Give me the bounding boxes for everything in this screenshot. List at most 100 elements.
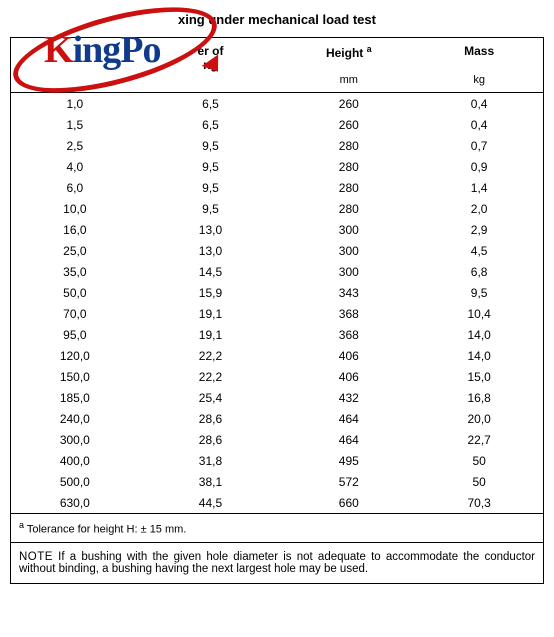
table-cell: 240,0 bbox=[11, 408, 139, 429]
table-cell: 95,0 bbox=[11, 324, 139, 345]
table-cell: 28,6 bbox=[139, 408, 283, 429]
table-cell: 6,5 bbox=[139, 114, 283, 135]
table-cell: 15,9 bbox=[139, 282, 283, 303]
table-cell: 13,0 bbox=[139, 240, 283, 261]
table-cell: 16,8 bbox=[415, 387, 543, 408]
table-cell: 0,9 bbox=[415, 156, 543, 177]
table-cell: 38,1 bbox=[139, 471, 283, 492]
table-cell: 35,0 bbox=[11, 261, 139, 282]
table-cell: 4,5 bbox=[415, 240, 543, 261]
table-cell: 300 bbox=[282, 219, 415, 240]
table-cell: 9,5 bbox=[139, 156, 283, 177]
logo-text: KingPo bbox=[44, 28, 160, 72]
table-cell: 432 bbox=[282, 387, 415, 408]
table-cell: 300,0 bbox=[11, 429, 139, 450]
table-cell: 300 bbox=[282, 261, 415, 282]
data-table-container: er of ng Height a Mass mm kg 1,06,52600,… bbox=[10, 37, 544, 584]
table-row: 185,025,443216,8 bbox=[11, 387, 543, 408]
table-cell: 6,5 bbox=[139, 93, 283, 115]
table-cell: 22,7 bbox=[415, 429, 543, 450]
table-cell: 406 bbox=[282, 366, 415, 387]
table-cell: 50,0 bbox=[11, 282, 139, 303]
table-cell: 120,0 bbox=[11, 345, 139, 366]
table-cell: 1,0 bbox=[11, 93, 139, 115]
logo-arrow-icon bbox=[202, 55, 226, 78]
table-cell: 495 bbox=[282, 450, 415, 471]
table-cell: 15,0 bbox=[415, 366, 543, 387]
table-row: 2,59,52800,7 bbox=[11, 135, 543, 156]
table-cell: 500,0 bbox=[11, 471, 139, 492]
table-row: 4,09,52800,9 bbox=[11, 156, 543, 177]
table-cell: 13,0 bbox=[139, 219, 283, 240]
col-header-3: Height a bbox=[282, 38, 415, 74]
table-cell: 464 bbox=[282, 429, 415, 450]
table-row: 150,022,240615,0 bbox=[11, 366, 543, 387]
table-row: 50,015,93439,5 bbox=[11, 282, 543, 303]
table-cell: 22,2 bbox=[139, 366, 283, 387]
table-cell: 9,5 bbox=[139, 198, 283, 219]
table-cell: 31,8 bbox=[139, 450, 283, 471]
table-cell: 300 bbox=[282, 240, 415, 261]
table-row: 25,013,03004,5 bbox=[11, 240, 543, 261]
table-cell: 280 bbox=[282, 198, 415, 219]
table-cell: 630,0 bbox=[11, 492, 139, 513]
note-text: If a bushing with the given hole diamete… bbox=[19, 551, 535, 575]
table-cell: 9,5 bbox=[415, 282, 543, 303]
logo-letter-k: K bbox=[44, 29, 73, 71]
table-cell: 2,9 bbox=[415, 219, 543, 240]
table-cell: 660 bbox=[282, 492, 415, 513]
table-row: 10,09,52802,0 bbox=[11, 198, 543, 219]
footnote: a Tolerance for height H: ± 15 mm. bbox=[11, 513, 543, 542]
table-row: 300,028,646422,7 bbox=[11, 429, 543, 450]
table-cell: 14,0 bbox=[415, 324, 543, 345]
table-cell: 19,1 bbox=[139, 324, 283, 345]
table-cell: 1,4 bbox=[415, 177, 543, 198]
table-row: 1,06,52600,4 bbox=[11, 93, 543, 115]
col-header-4: Mass bbox=[415, 38, 543, 74]
table-cell: 9,5 bbox=[139, 135, 283, 156]
table-cell: 280 bbox=[282, 156, 415, 177]
table-cell: 16,0 bbox=[11, 219, 139, 240]
table-row: 120,022,240614,0 bbox=[11, 345, 543, 366]
footnote-text: Tolerance for height H: ± 15 mm. bbox=[24, 524, 186, 536]
unit-4: kg bbox=[415, 74, 543, 93]
table-cell: 4,0 bbox=[11, 156, 139, 177]
table-row: 70,019,136810,4 bbox=[11, 303, 543, 324]
table-row: 240,028,646420,0 bbox=[11, 408, 543, 429]
table-cell: 10,4 bbox=[415, 303, 543, 324]
logo-letters-rest: ingPo bbox=[73, 29, 161, 71]
table-cell: 20,0 bbox=[415, 408, 543, 429]
table-cell: 280 bbox=[282, 135, 415, 156]
table-cell: 150,0 bbox=[11, 366, 139, 387]
table-cell: 50 bbox=[415, 450, 543, 471]
kingpo-logo: KingPo bbox=[10, 10, 230, 88]
table-cell: 14,0 bbox=[415, 345, 543, 366]
table-cell: 2,5 bbox=[11, 135, 139, 156]
table-row: 400,031,849550 bbox=[11, 450, 543, 471]
table-cell: 343 bbox=[282, 282, 415, 303]
table-cell: 1,5 bbox=[11, 114, 139, 135]
table-cell: 22,2 bbox=[139, 345, 283, 366]
table-cell: 0,4 bbox=[415, 114, 543, 135]
table-row: 35,014,53006,8 bbox=[11, 261, 543, 282]
table-cell: 10,0 bbox=[11, 198, 139, 219]
table-cell: 44,5 bbox=[139, 492, 283, 513]
data-body: 1,06,52600,41,56,52600,42,59,52800,74,09… bbox=[11, 93, 543, 514]
data-table: er of ng Height a Mass mm kg 1,06,52600,… bbox=[11, 38, 543, 513]
table-cell: 2,0 bbox=[415, 198, 543, 219]
note-label: NOTE bbox=[19, 551, 53, 563]
table-row: 630,044,566070,3 bbox=[11, 492, 543, 513]
col3-label: Height bbox=[326, 46, 363, 60]
table-cell: 70,0 bbox=[11, 303, 139, 324]
table-cell: 25,0 bbox=[11, 240, 139, 261]
table-cell: 6,0 bbox=[11, 177, 139, 198]
table-cell: 14,5 bbox=[139, 261, 283, 282]
table-cell: 28,6 bbox=[139, 429, 283, 450]
col3-sup: a bbox=[367, 44, 372, 54]
table-cell: 6,8 bbox=[415, 261, 543, 282]
table-row: 1,56,52600,4 bbox=[11, 114, 543, 135]
unit-3: mm bbox=[282, 74, 415, 93]
table-cell: 260 bbox=[282, 93, 415, 115]
note: NOTE If a bushing with the given hole di… bbox=[11, 542, 543, 583]
table-cell: 368 bbox=[282, 324, 415, 345]
